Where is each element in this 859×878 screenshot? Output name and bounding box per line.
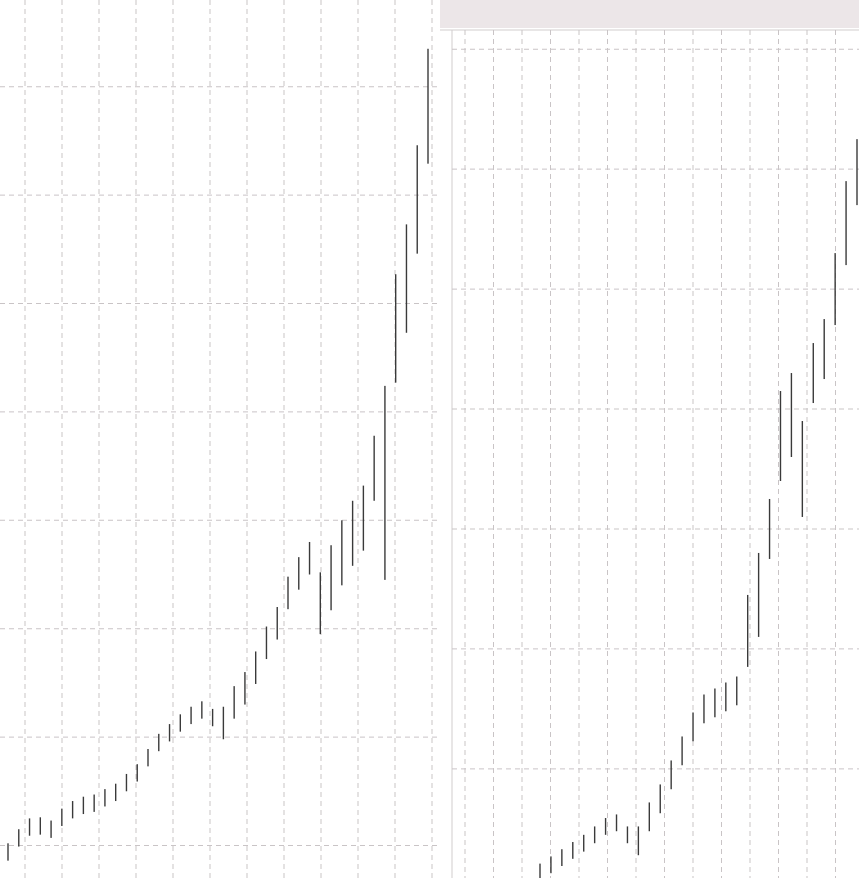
browser-bar: [440, 0, 859, 28]
